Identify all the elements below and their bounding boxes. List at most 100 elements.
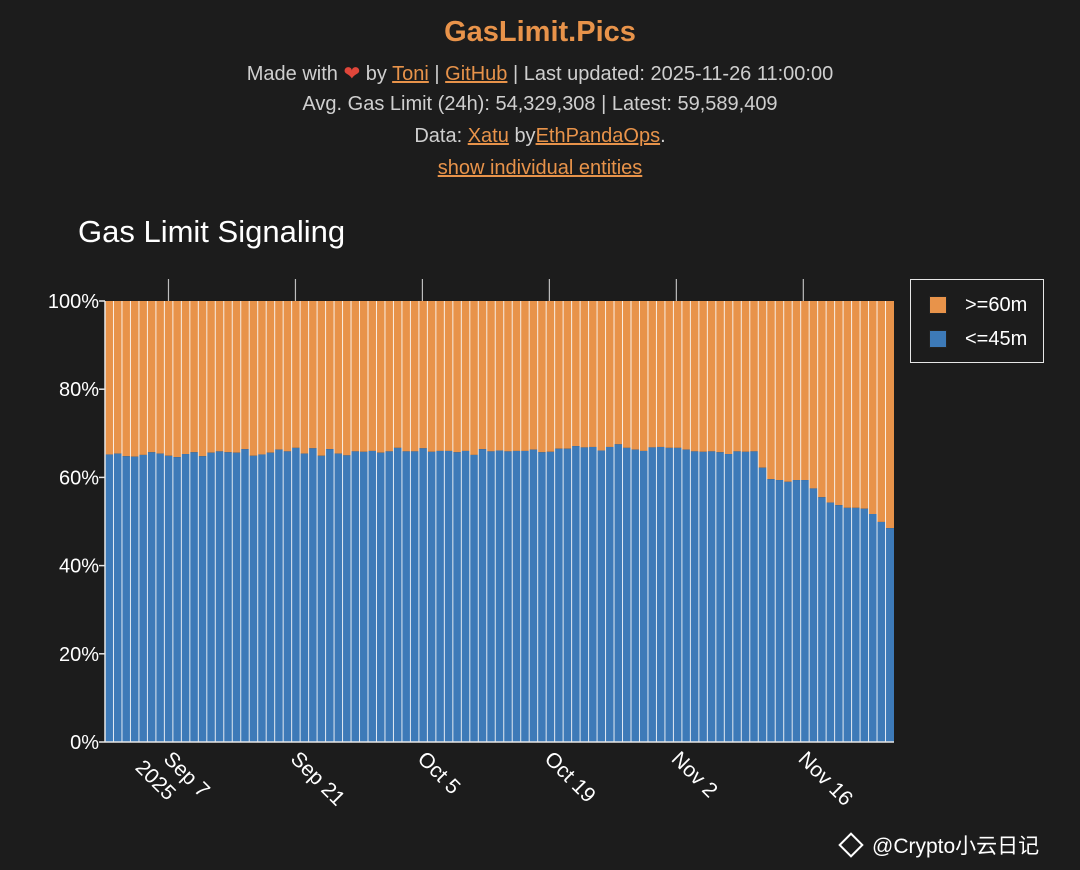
- bar-segment-45m: [563, 448, 572, 742]
- bar-segment-45m: [138, 454, 148, 742]
- bar-segment-60m: [113, 301, 122, 454]
- bar-segment-45m: [240, 449, 250, 742]
- bar-segment-45m: [469, 454, 479, 742]
- bar-segment-60m: [537, 301, 547, 453]
- bar-segment-60m: [172, 301, 182, 458]
- bar-segment-45m: [707, 451, 716, 742]
- bar-segment-45m: [503, 451, 513, 742]
- bar-segment-60m: [189, 301, 199, 453]
- bar-segment-60m: [868, 301, 878, 515]
- bar-segment-45m: [834, 505, 844, 742]
- bar-segment-60m: [792, 301, 801, 481]
- bar-segment-60m: [741, 301, 750, 452]
- bar-segment-45m: [817, 497, 827, 742]
- bar-segment-45m: [393, 447, 402, 742]
- bar-segment-60m: [580, 301, 589, 448]
- bar-segment-45m: [520, 450, 530, 742]
- bar-segment-60m: [418, 301, 428, 449]
- legend-label-45m: <=45m: [965, 327, 1028, 350]
- bar-segment-45m: [215, 451, 224, 742]
- bar-segment-60m: [317, 301, 326, 456]
- bar-segment-45m: [334, 453, 343, 742]
- bar-segment-60m: [809, 301, 818, 489]
- bar-segment-45m: [614, 444, 623, 742]
- data-prefix: Data:: [414, 125, 463, 147]
- bar-segment-45m: [885, 528, 894, 742]
- x-tick-label-group: Nov 2: [667, 747, 722, 802]
- made-with-text: Made with: [246, 63, 338, 85]
- bar-segment-60m: [401, 301, 411, 452]
- bar-segment-60m: [843, 301, 852, 508]
- bar-segment-60m: [249, 301, 258, 456]
- bar-segment-45m: [622, 447, 631, 742]
- bar-segment-45m: [113, 453, 122, 742]
- bar-segment-60m: [614, 301, 623, 445]
- avg-gas-limit-line: Avg. Gas Limit (24h): 54,329,308 | Lates…: [302, 93, 778, 115]
- bar-segment-60m: [274, 301, 284, 450]
- bar-segment-45m: [639, 450, 648, 742]
- xatu-link[interactable]: Xatu: [467, 125, 509, 147]
- bar-segment-60m: [715, 301, 725, 453]
- y-tick-label: 100%: [48, 291, 99, 313]
- bar-segment-45m: [325, 449, 335, 742]
- bar-segment-60m: [826, 301, 835, 503]
- bar-segment-60m: [198, 301, 207, 457]
- bar-segment-45m: [283, 451, 292, 742]
- x-tick-label-group: Oct 5: [413, 747, 465, 799]
- show-individual-entities-link[interactable]: show individual entities: [437, 157, 643, 179]
- bar-segment-60m: [410, 301, 419, 452]
- separator: |: [434, 63, 440, 85]
- bar-segment-60m: [435, 301, 445, 451]
- bar-segment-60m: [393, 301, 402, 448]
- bar-segment-60m: [351, 301, 360, 452]
- bar-segment-60m: [877, 301, 886, 522]
- author-link[interactable]: Toni: [392, 63, 429, 85]
- bar-segment-60m: [622, 301, 631, 448]
- ethpandaops-link[interactable]: EthPandaOps: [535, 125, 661, 147]
- bar-segment-45m: [775, 480, 784, 742]
- legend-swatch-45m: [929, 330, 947, 348]
- bar-segment-60m: [164, 301, 173, 456]
- bar-segment-45m: [647, 447, 657, 742]
- bar-segment-45m: [206, 452, 216, 742]
- bar-segment-45m: [147, 452, 156, 742]
- github-link[interactable]: GitHub: [445, 63, 508, 85]
- bar-segment-60m: [461, 301, 470, 451]
- bar-segment-45m: [435, 450, 445, 742]
- bar-segment-60m: [368, 301, 377, 451]
- bar-segment-60m: [155, 301, 165, 454]
- chart-title: Gas Limit Signaling: [78, 214, 346, 249]
- bar-segment-45m: [860, 508, 869, 742]
- bar-segment-60m: [334, 301, 343, 454]
- bar-segment-45m: [223, 452, 233, 742]
- bar-segment-45m: [121, 456, 131, 742]
- bar-segment-60m: [834, 301, 844, 506]
- bar-segment-45m: [826, 502, 835, 742]
- bar-segment-45m: [308, 448, 318, 742]
- site-title: GasLimit.Pics: [444, 16, 636, 48]
- bar-segment-60m: [232, 301, 241, 453]
- bar-segment-45m: [800, 480, 810, 742]
- bar-segment-45m: [809, 488, 818, 742]
- y-tick-label: 60%: [59, 467, 99, 489]
- bar-segment-45m: [266, 452, 275, 742]
- bar-segment-45m: [427, 451, 436, 742]
- bar-segment-60m: [656, 301, 665, 447]
- legend-item-45m[interactable]: <=45m: [929, 328, 1027, 350]
- bar-segment-60m: [520, 301, 530, 451]
- bar-segment-60m: [571, 301, 581, 447]
- bar-segment-45m: [274, 449, 284, 742]
- bar-segment-60m: [673, 301, 682, 448]
- bar-segment-60m: [631, 301, 640, 450]
- legend-item-60m[interactable]: >=60m: [929, 294, 1027, 316]
- bar-segment-45m: [198, 456, 207, 742]
- bar-segment-45m: [172, 457, 182, 742]
- bar-segment-60m: [605, 301, 615, 447]
- bar-segment-45m: [300, 453, 309, 742]
- bar-segment-60m: [495, 301, 504, 451]
- bar-segment-60m: [554, 301, 564, 449]
- y-tick-label: 0%: [70, 732, 99, 754]
- x-tick-label: Oct 19: [540, 747, 600, 807]
- bar-segment-45m: [478, 449, 487, 742]
